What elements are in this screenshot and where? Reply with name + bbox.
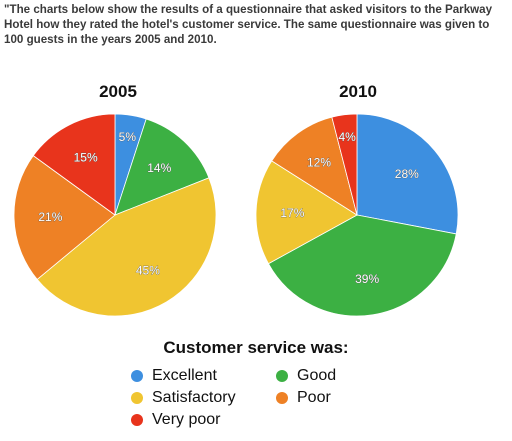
data-label-2005-very-poor: 15% <box>74 150 98 164</box>
legend-swatch-poor <box>276 391 288 404</box>
chart-title-2005: 2005 <box>99 82 137 101</box>
slice-2005-very-poor <box>32 113 116 216</box>
slice-2005-satisfactory <box>36 177 217 317</box>
slice-2010-excellent <box>356 113 459 235</box>
pie-chart-2005: 5% 14% 45% 21% 15% <box>13 113 217 317</box>
pie-chart-2010: 28% 39% 17% 12% 4% <box>255 113 459 317</box>
legend-label-poor: Poor <box>297 388 331 406</box>
data-label-2005-poor: 21% <box>38 210 62 224</box>
slice-2010-satisfactory <box>255 160 358 265</box>
legend-swatch-satisfactory <box>131 391 143 404</box>
legend-item-good: Good <box>276 366 396 385</box>
question-prompt: "The charts below show the results of a … <box>4 3 493 46</box>
data-label-2010-satisfactory: 17% <box>280 206 304 220</box>
data-label-2010-excellent: 28% <box>395 167 419 181</box>
data-label-2005-satisfactory: 45% <box>136 264 160 278</box>
data-label-2010-poor: 12% <box>307 156 331 170</box>
slice-2010-poor <box>271 116 358 216</box>
legend-label-very-poor: Very poor <box>152 410 221 428</box>
legend-item-satisfactory: Satisfactory <box>131 388 276 407</box>
legend-item-poor: Poor <box>276 388 396 407</box>
data-label-2005-good: 14% <box>147 161 171 175</box>
legend-title: Customer service was: <box>163 338 349 357</box>
slice-2010-good <box>267 214 457 317</box>
chart-title-2010: 2010 <box>339 82 377 101</box>
legend-swatch-excellent <box>131 369 143 382</box>
legend-label-good: Good <box>297 366 337 384</box>
legend-swatch-good <box>276 369 288 382</box>
data-label-2010-good: 39% <box>355 272 379 286</box>
legend-label-satisfactory: Satisfactory <box>152 388 236 406</box>
slice-2005-poor <box>13 155 116 280</box>
slice-2005-good <box>114 118 210 216</box>
legend: Excellent Good Satisfactory Poor Very po… <box>131 366 396 429</box>
legend-swatch-very-poor <box>131 413 143 426</box>
data-label-2005-excellent: 5% <box>119 130 137 144</box>
legend-label-excellent: Excellent <box>152 366 217 384</box>
legend-item-excellent: Excellent <box>131 366 276 385</box>
slice-2010-very-poor <box>331 113 358 216</box>
legend-item-very-poor: Very poor <box>131 410 276 429</box>
data-label-2010-very-poor: 4% <box>338 130 356 144</box>
